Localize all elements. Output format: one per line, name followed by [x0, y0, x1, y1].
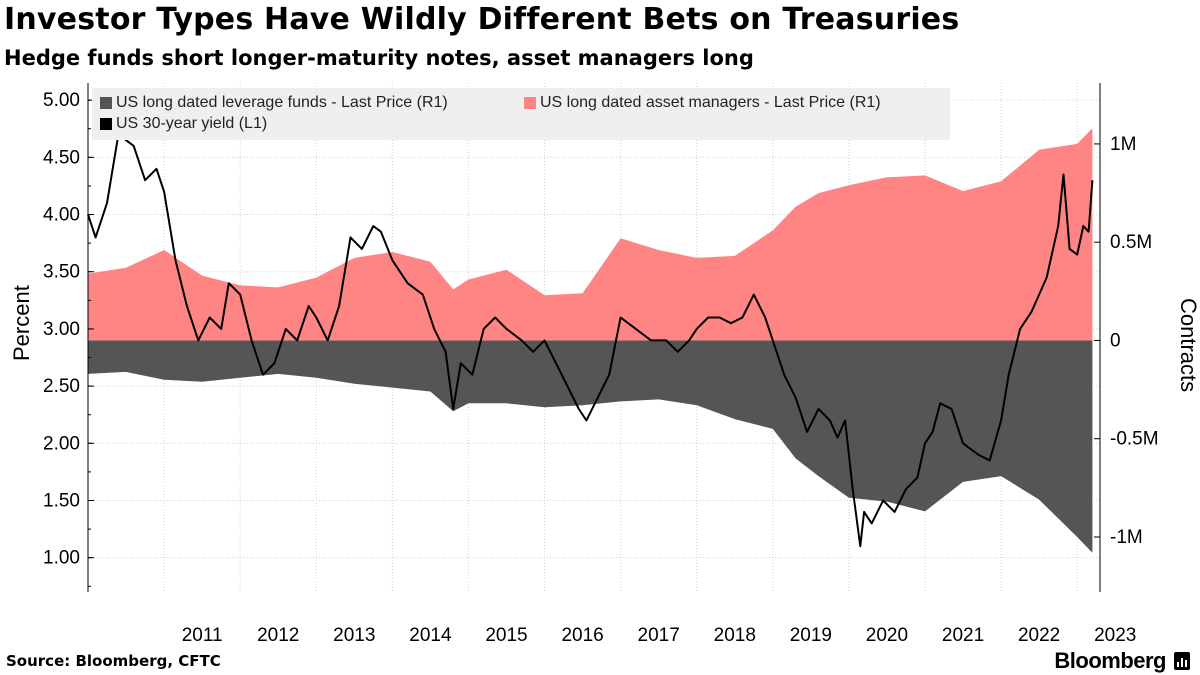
y-tick-label-right: 0.5M: [1110, 232, 1152, 253]
x-tick-label: 2023: [1094, 625, 1136, 646]
y-tick-label-left: 1.50: [43, 490, 80, 511]
x-tick-label: 2021: [942, 625, 984, 646]
y-tick-label-right: 1M: [1110, 134, 1136, 155]
y-axis-left-title: Percent: [9, 285, 34, 361]
x-tick-label: 2018: [714, 625, 756, 646]
x-tick-label: 2022: [1018, 625, 1060, 646]
legend-item-leverage-funds: US long dated leverage funds - Last Pric…: [100, 94, 448, 112]
x-tick-label: 2016: [561, 625, 603, 646]
chart-title: Investor Types Have Wildly Different Bet…: [4, 2, 960, 37]
line-30y-yield: [87, 133, 1094, 548]
chart-legend: US long dated leverage funds - Last Pric…: [92, 88, 950, 140]
x-tick-label: 2017: [638, 625, 680, 646]
x-tick-label: 2019: [790, 625, 832, 646]
area-leverage-funds: [88, 340, 1093, 553]
legend-swatch-30y-yield: [100, 118, 112, 130]
y-tick-label-left: 1.00: [43, 548, 80, 569]
y-tick-label-left: 3.50: [43, 262, 80, 283]
y-tick-label-right: 0: [1110, 330, 1121, 351]
legend-item-asset-managers: US long dated asset managers - Last Pric…: [524, 94, 881, 112]
y-tick-label-left: 3.00: [43, 319, 80, 340]
legend-swatch-asset-managers: [524, 97, 536, 109]
x-tick-label: 2012: [257, 625, 299, 646]
y-tick-label-right: -0.5M: [1110, 429, 1159, 450]
legend-item-30y-yield: US 30-year yield (L1): [100, 115, 267, 133]
y-tick-label-left: 4.50: [43, 147, 80, 168]
y-tick-label-left: 2.00: [43, 433, 80, 454]
area-series-layer: [88, 128, 1093, 553]
legend-label-leverage-funds: US long dated leverage funds - Last Pric…: [116, 94, 448, 111]
y-tick-label-left: 5.00: [43, 90, 80, 111]
y-tick-label-left: 4.00: [43, 205, 80, 226]
legend-swatch-leverage-funds: [100, 97, 112, 109]
area-asset-managers: [88, 128, 1093, 341]
y-tick-label-left: 2.50: [43, 376, 80, 397]
legend-label-asset-managers: US long dated asset managers - Last Pric…: [540, 94, 881, 111]
x-tick-label: 2015: [485, 625, 527, 646]
source-note: Source: Bloomberg, CFTC: [6, 652, 221, 670]
bloomberg-logo: Bloomberg: [1054, 648, 1166, 673]
bloomberg-terminal-icon: [1174, 652, 1190, 670]
yield-line-layer: [87, 133, 1094, 548]
axes-layer: 5.00 4.50 4.00 3.50 3.00 2.50 2.00 1.50 1.00 1M 0.…: [43, 83, 1159, 646]
legend-label-30y-yield: US 30-year yield (L1): [116, 115, 268, 132]
x-tick-label: 2020: [866, 625, 908, 646]
x-tick-label: 2014: [409, 625, 452, 646]
chart-subtitle: Hedge funds short longer-maturity notes,…: [4, 46, 754, 70]
y-axis-right-title: Contracts: [1176, 298, 1200, 393]
x-tick-label: 2011: [182, 625, 223, 646]
x-tick-label: 2013: [333, 625, 375, 646]
y-tick-label-right: -1M: [1110, 527, 1143, 548]
